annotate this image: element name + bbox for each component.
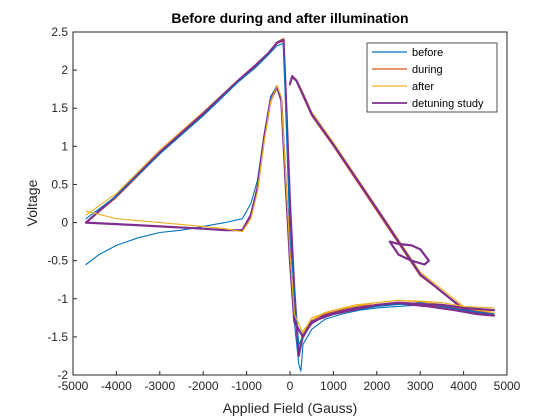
y-tick-label-2: -1: [57, 292, 68, 306]
legend: before during after detuning study: [366, 42, 498, 113]
y-axis-ticks: -2 -1.5 -1 -0.5 0 0.5 1 1.5 2 2.5: [47, 25, 77, 382]
x-tick-label-9: 4000: [450, 379, 477, 393]
x-tick-label-0: -5000: [58, 379, 89, 393]
x-axis-label: Applied Field (Gauss): [223, 400, 358, 416]
x-tick-label-4: -1000: [231, 379, 262, 393]
series-line-3: [84, 38, 496, 357]
y-tick-label-9: 2.5: [51, 25, 68, 39]
x-tick-label-7: 2000: [363, 379, 390, 393]
y-tick-label-1: -1.5: [47, 330, 68, 344]
series-line-6: [85, 84, 495, 334]
y-axis-label: Voltage: [24, 179, 40, 226]
x-tick-label-3: -2000: [188, 379, 219, 393]
y-tick-label-0: -2: [57, 368, 68, 382]
x-tick-label-10: 5000: [494, 379, 521, 393]
x-tick-label-1: -4000: [101, 379, 132, 393]
legend-label-1: during: [412, 64, 443, 76]
series-line-7: [388, 240, 430, 266]
y-tick-label-8: 2: [61, 63, 68, 77]
x-tick-label-6: 1000: [320, 379, 347, 393]
x-tick-label-5: 0: [287, 379, 294, 393]
x-tick-label-2: -3000: [144, 379, 175, 393]
legend-label-0: before: [412, 47, 443, 59]
y-tick-label-4: 0: [61, 216, 68, 230]
legend-label-3: detuning study: [412, 98, 484, 110]
legend-label-2: after: [412, 81, 434, 93]
x-tick-label-8: 3000: [407, 379, 434, 393]
y-tick-label-7: 1.5: [51, 101, 68, 115]
x-axis-ticks: -5000 -4000 -3000 -2000 -1000 0 1000 2000 3000 40…: [58, 371, 521, 393]
series-line-4: [85, 42, 495, 346]
legend-box: [366, 42, 498, 113]
y-tick-label-6: 1: [61, 139, 68, 153]
y-tick-label-3: -0.5: [47, 254, 68, 268]
chart-title: Before during and after illumination: [171, 10, 408, 26]
series-group: [84, 37, 496, 372]
y-tick-label-5: 0.5: [51, 177, 68, 191]
